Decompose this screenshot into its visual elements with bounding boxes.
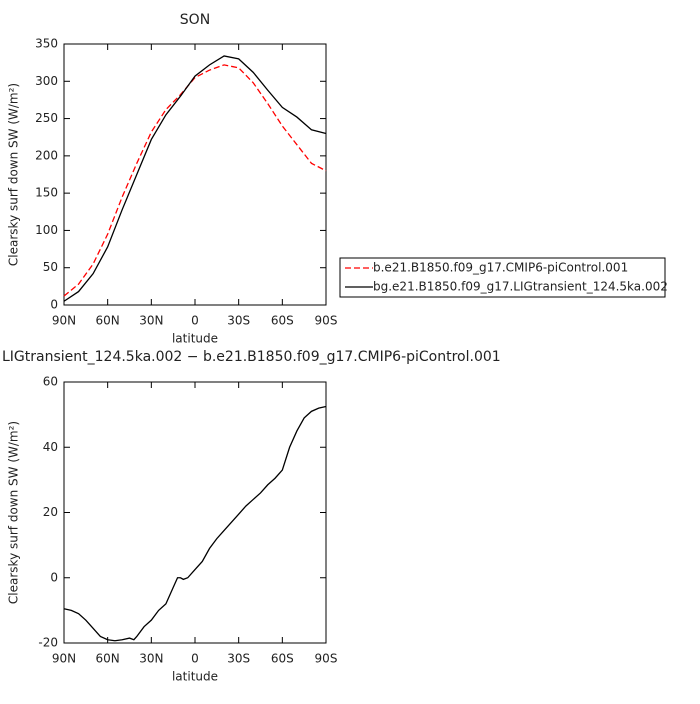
y-tick-label: 0 [50, 298, 58, 312]
y-tick-label: 60 [43, 375, 58, 389]
y-tick-label: 250 [35, 111, 58, 125]
x-tick-label: 30N [139, 652, 163, 666]
x-tick-label: 90S [315, 314, 338, 328]
series-line [63, 405, 327, 642]
y-tick-label: 0 [50, 570, 58, 584]
y-tick-label: 200 [35, 148, 58, 162]
plot-frame [63, 43, 327, 306]
y-tick-label: 350 [35, 37, 58, 51]
y-axis-label: Clearsky surf down SW (W/m²) [7, 83, 21, 266]
series-line [63, 64, 327, 297]
y-tick-label: 20 [43, 505, 58, 519]
x-tick-label: 60S [271, 652, 294, 666]
x-tick-label: 60N [96, 314, 120, 328]
x-tick-label: 0 [191, 314, 199, 328]
plot-frame [63, 381, 327, 644]
y-tick-label: 300 [35, 74, 58, 88]
y-tick-label: 100 [35, 223, 58, 237]
x-tick-label: 60S [271, 314, 294, 328]
series-line [63, 55, 327, 302]
y-tick-label: 40 [43, 440, 58, 454]
x-tick-label: 90N [52, 652, 76, 666]
x-tick-label: 30S [227, 314, 250, 328]
legend-box [339, 257, 666, 298]
x-tick-label: 30S [227, 652, 250, 666]
x-tick-label: 90N [52, 314, 76, 328]
chart-title: SON [180, 12, 210, 28]
y-tick-label: 150 [35, 186, 58, 200]
x-axis-label: latitude [172, 332, 218, 346]
x-tick-label: 0 [191, 652, 199, 666]
x-tick-label: 90S [315, 652, 338, 666]
y-tick-label: 50 [43, 260, 58, 274]
legend-label: bg.e21.B1850.f09_g17.LIGtransient_124.5k… [373, 280, 668, 294]
y-axis-label: Clearsky surf down SW (W/m²) [7, 421, 21, 604]
chart-title: LIGtransient_124.5ka.002 − b.e21.B1850.f… [2, 349, 501, 365]
x-tick-label: 30N [139, 314, 163, 328]
legend-label: b.e21.B1850.f09_g17.CMIP6-piControl.001 [373, 261, 628, 275]
x-axis-label: latitude [172, 670, 218, 684]
x-tick-label: 60N [96, 652, 120, 666]
y-tick-label: -20 [38, 636, 58, 650]
